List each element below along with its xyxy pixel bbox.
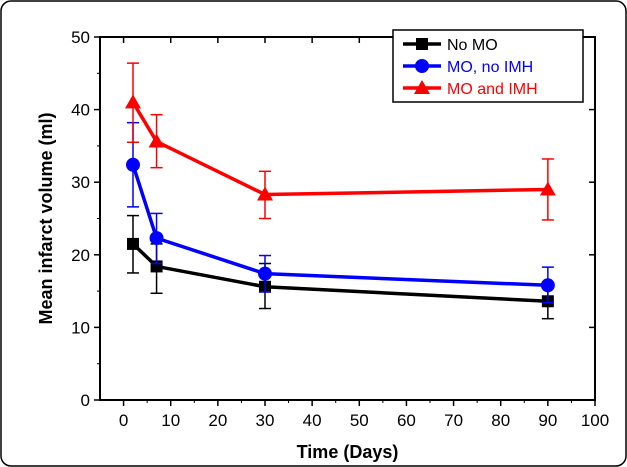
data-point-triangle [257, 186, 273, 201]
x-tick-label: 30 [256, 411, 275, 430]
y-tick-label: 20 [71, 246, 90, 265]
x-tick-label: 0 [119, 411, 128, 430]
y-tick-label: 10 [71, 318, 90, 337]
x-tick-label: 40 [303, 411, 322, 430]
y-tick-label: 0 [81, 391, 90, 410]
data-point-circle [415, 59, 429, 73]
y-tick-label: 40 [71, 101, 90, 120]
legend-item: MO and IMH [403, 80, 538, 98]
data-point-square [416, 38, 428, 50]
y-tick-label: 50 [71, 28, 90, 47]
y-axis-label: Mean infarct volume (ml) [36, 112, 56, 324]
data-point-circle [126, 157, 140, 172]
data-point-circle [258, 266, 272, 281]
legend: No MO MO, no IMH MO and IMH [392, 29, 584, 103]
legend-label: MO and IMH [447, 81, 538, 98]
x-tick-label: 80 [491, 411, 510, 430]
y-tick-label: 30 [71, 173, 90, 192]
series-line [131, 242, 548, 304]
series-mo-no-imh [126, 121, 555, 304]
series-line [131, 164, 548, 288]
x-tick-label: 50 [350, 411, 369, 430]
legend-item: No MO [403, 37, 498, 54]
x-tick-label: 90 [538, 411, 557, 430]
series-no-mo [127, 214, 554, 320]
data-point-triangle [148, 133, 165, 148]
x-tick-label: 10 [161, 411, 180, 430]
data-point-triangle [414, 80, 430, 94]
data-point-triangle [539, 181, 556, 196]
series-line [131, 101, 548, 197]
x-tick-label: 100 [581, 411, 609, 430]
x-tick-label: 60 [397, 411, 416, 430]
legend-label: No MO [447, 37, 498, 54]
x-axis-label: Time (Days) [297, 442, 399, 462]
data-point-circle [540, 278, 555, 293]
data-point-triangle [125, 94, 141, 109]
x-tick-label: 20 [208, 411, 227, 430]
series-mo-and-imh [125, 62, 556, 221]
legend-label: MO, no IMH [447, 59, 533, 76]
x-tick-label: 70 [444, 411, 463, 430]
data-point-square [127, 237, 139, 250]
data-point-circle [149, 231, 164, 246]
legend-item: MO, no IMH [403, 59, 533, 76]
plot-area: 0 10 20 30 40 50 60 70 80 90 100 0 10 20 30 40 50 [71, 28, 609, 430]
